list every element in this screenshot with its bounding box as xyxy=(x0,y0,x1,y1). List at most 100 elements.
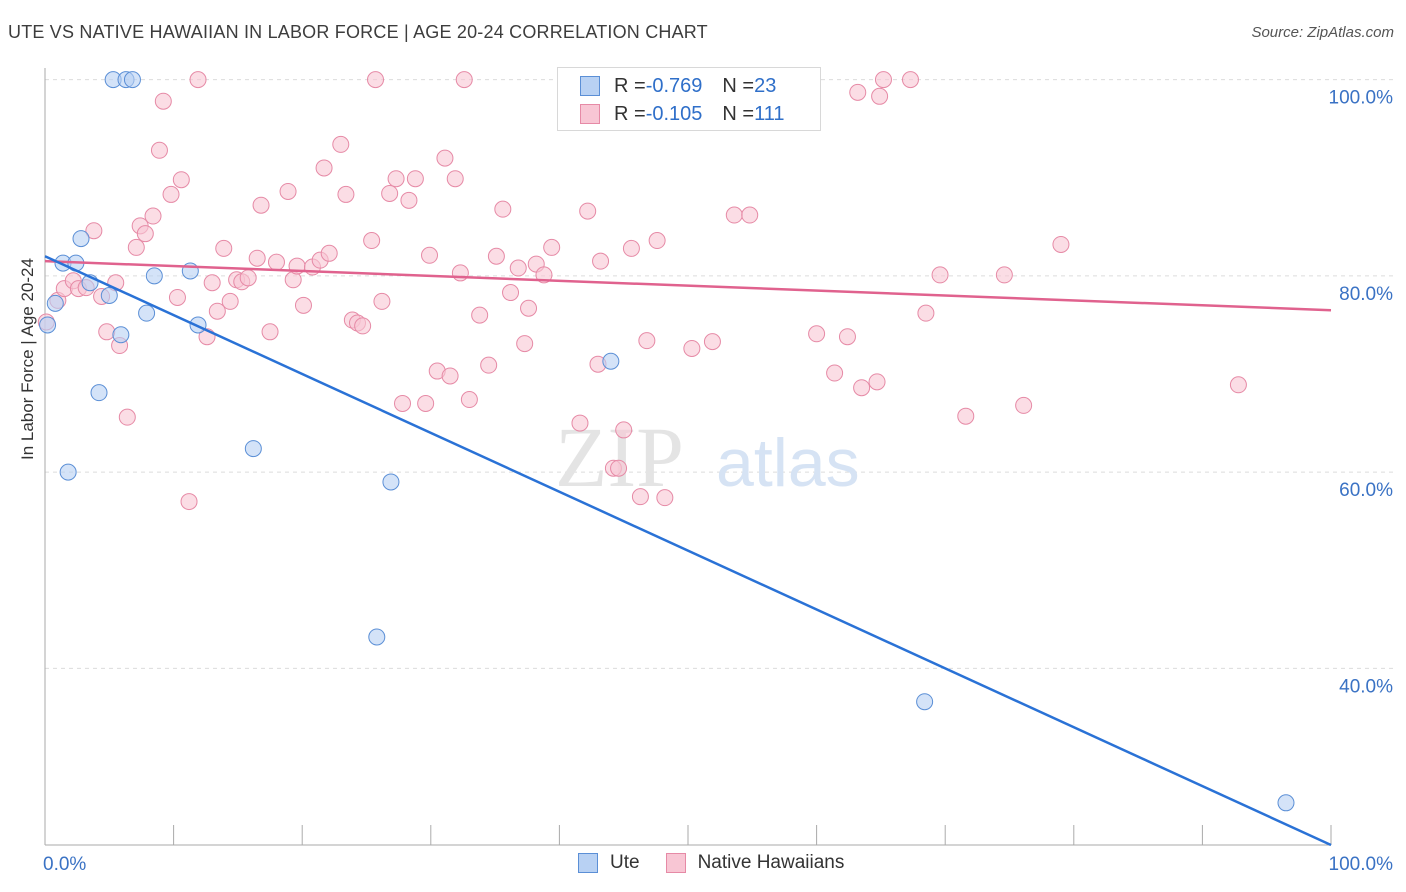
watermark: ZIP atlas xyxy=(555,409,860,505)
hawaiian-point xyxy=(180,493,198,511)
ute-point xyxy=(1277,794,1295,812)
ute-n-label: N = xyxy=(722,74,755,97)
hawaiian-point xyxy=(436,149,454,167)
hawaiian-point xyxy=(579,202,597,220)
legend-row-hawaiian: R = -0.105 N = 111 xyxy=(580,101,785,127)
hawaiian-point xyxy=(543,238,561,256)
hawaiian-point xyxy=(656,489,674,507)
hawaiian-point xyxy=(363,232,381,250)
hawaiian-legend-label: Native Hawaiians xyxy=(697,852,845,873)
hawaiian-point xyxy=(868,373,886,391)
hawaiian-point xyxy=(162,185,180,203)
ute-point xyxy=(100,287,118,304)
hawaiian-point xyxy=(460,391,478,409)
hawaiian-point xyxy=(248,249,266,267)
hawaiian-point xyxy=(957,407,975,425)
hawaiian-point xyxy=(373,292,391,310)
hawaiian-point xyxy=(874,71,892,89)
ute-point xyxy=(90,384,108,402)
hawaiian-point xyxy=(638,332,656,350)
y-tick-label: 100.0% xyxy=(1329,88,1394,109)
y-tick-label: 40.0% xyxy=(1339,676,1393,697)
y-tick-label: 60.0% xyxy=(1339,480,1393,501)
hawaiian-swatch xyxy=(580,104,600,124)
ute-r-label: R = xyxy=(614,74,646,97)
hawaiian-point xyxy=(446,170,464,188)
ute-point xyxy=(123,71,141,89)
hawaiian-point xyxy=(471,306,489,324)
hawaiian-point xyxy=(631,488,649,506)
hawaiian-point xyxy=(901,71,919,89)
ute-point xyxy=(39,316,57,334)
hawaiian-point xyxy=(703,333,721,351)
hawaiian-point xyxy=(826,364,844,382)
hawaiian-r-value: -0.105 xyxy=(645,102,703,125)
hawaiian-point xyxy=(315,159,333,177)
legend-item-hawaiian: Native Hawaiians xyxy=(665,852,845,874)
hawaiian-point xyxy=(337,185,355,203)
hawaiian-point xyxy=(995,266,1013,284)
hawaiian-point xyxy=(267,253,285,271)
hawaiian-point xyxy=(279,182,297,200)
hawaiian-point xyxy=(215,239,233,257)
hawaiian-point xyxy=(189,71,207,89)
hawaiian-point xyxy=(144,207,162,225)
hawaiian-r-label: R = xyxy=(614,102,646,125)
hawaiian-point xyxy=(853,379,871,397)
hawaiian-point xyxy=(406,170,424,188)
ute-n-value: 23 xyxy=(754,74,777,97)
hawaiian-point xyxy=(394,394,412,412)
ute-point xyxy=(602,352,620,370)
hawaiian-point xyxy=(154,92,172,110)
y-axis-label: In Labor Force | Age 20-24 xyxy=(18,258,37,460)
hawaiian-point xyxy=(917,304,935,322)
series-legend: Ute Native Hawaiians xyxy=(578,852,870,874)
hawaiian-point xyxy=(221,292,239,310)
hawaiian-point xyxy=(400,191,418,209)
hawaiian-point xyxy=(118,408,136,426)
chart-title: UTE VS NATIVE HAWAIIAN IN LABOR FORCE | … xyxy=(8,22,708,42)
hawaiian-point xyxy=(332,135,350,153)
ute-point xyxy=(145,267,163,285)
hawaiian-trend-line xyxy=(44,259,1332,312)
hawaiian-point xyxy=(931,266,949,284)
hawaiian-point xyxy=(387,170,405,188)
gridlines xyxy=(45,79,1395,669)
legend-row-ute: R = -0.769 N = 23 xyxy=(580,73,776,99)
hawaiian-point xyxy=(381,184,399,202)
ute-swatch xyxy=(580,76,600,96)
axes xyxy=(44,68,1332,846)
hawaiian-point xyxy=(320,244,338,262)
tick-labels: 100.0% 80.0% 60.0% 40.0% 0.0% 100.0% xyxy=(43,88,1393,875)
hawaiian-point xyxy=(252,196,270,214)
hawaiian-point xyxy=(172,171,190,189)
hawaiian-point xyxy=(808,325,826,343)
hawaiian-point xyxy=(1015,396,1033,414)
hawaiian-n-label: N = xyxy=(722,102,755,125)
ute-trend-line xyxy=(44,255,1332,847)
hawaiian-point xyxy=(136,225,154,243)
hawaiian-point xyxy=(239,269,257,287)
hawaiian-legend-swatch xyxy=(665,853,686,873)
ute-point xyxy=(59,463,77,481)
hawaiian-point xyxy=(516,335,534,353)
hawaiian-point xyxy=(367,71,385,89)
hawaiian-point xyxy=(1052,235,1070,253)
ute-r-value: -0.769 xyxy=(645,74,703,97)
ute-point xyxy=(138,304,156,322)
hawaiian-n-value: 111 xyxy=(754,102,785,125)
hawaiian-point xyxy=(615,421,633,439)
hawaiian-point xyxy=(208,302,226,320)
hawaiian-point xyxy=(421,246,439,264)
hawaiian-point xyxy=(494,200,512,218)
hawaiian-point xyxy=(648,232,666,250)
hawaiian-point xyxy=(441,367,459,385)
legend-item-ute: Ute xyxy=(578,852,640,874)
hawaiian-point xyxy=(502,284,520,302)
x-tick-label: 0.0% xyxy=(43,854,86,875)
ute-legend-label: Ute xyxy=(610,852,640,873)
stats-legend: R = -0.769 N = 23 R = -0.105 N = 111 xyxy=(557,67,821,131)
hawaiian-point xyxy=(203,274,221,292)
hawaiian-point xyxy=(838,328,856,346)
hawaiian-point xyxy=(417,394,435,412)
